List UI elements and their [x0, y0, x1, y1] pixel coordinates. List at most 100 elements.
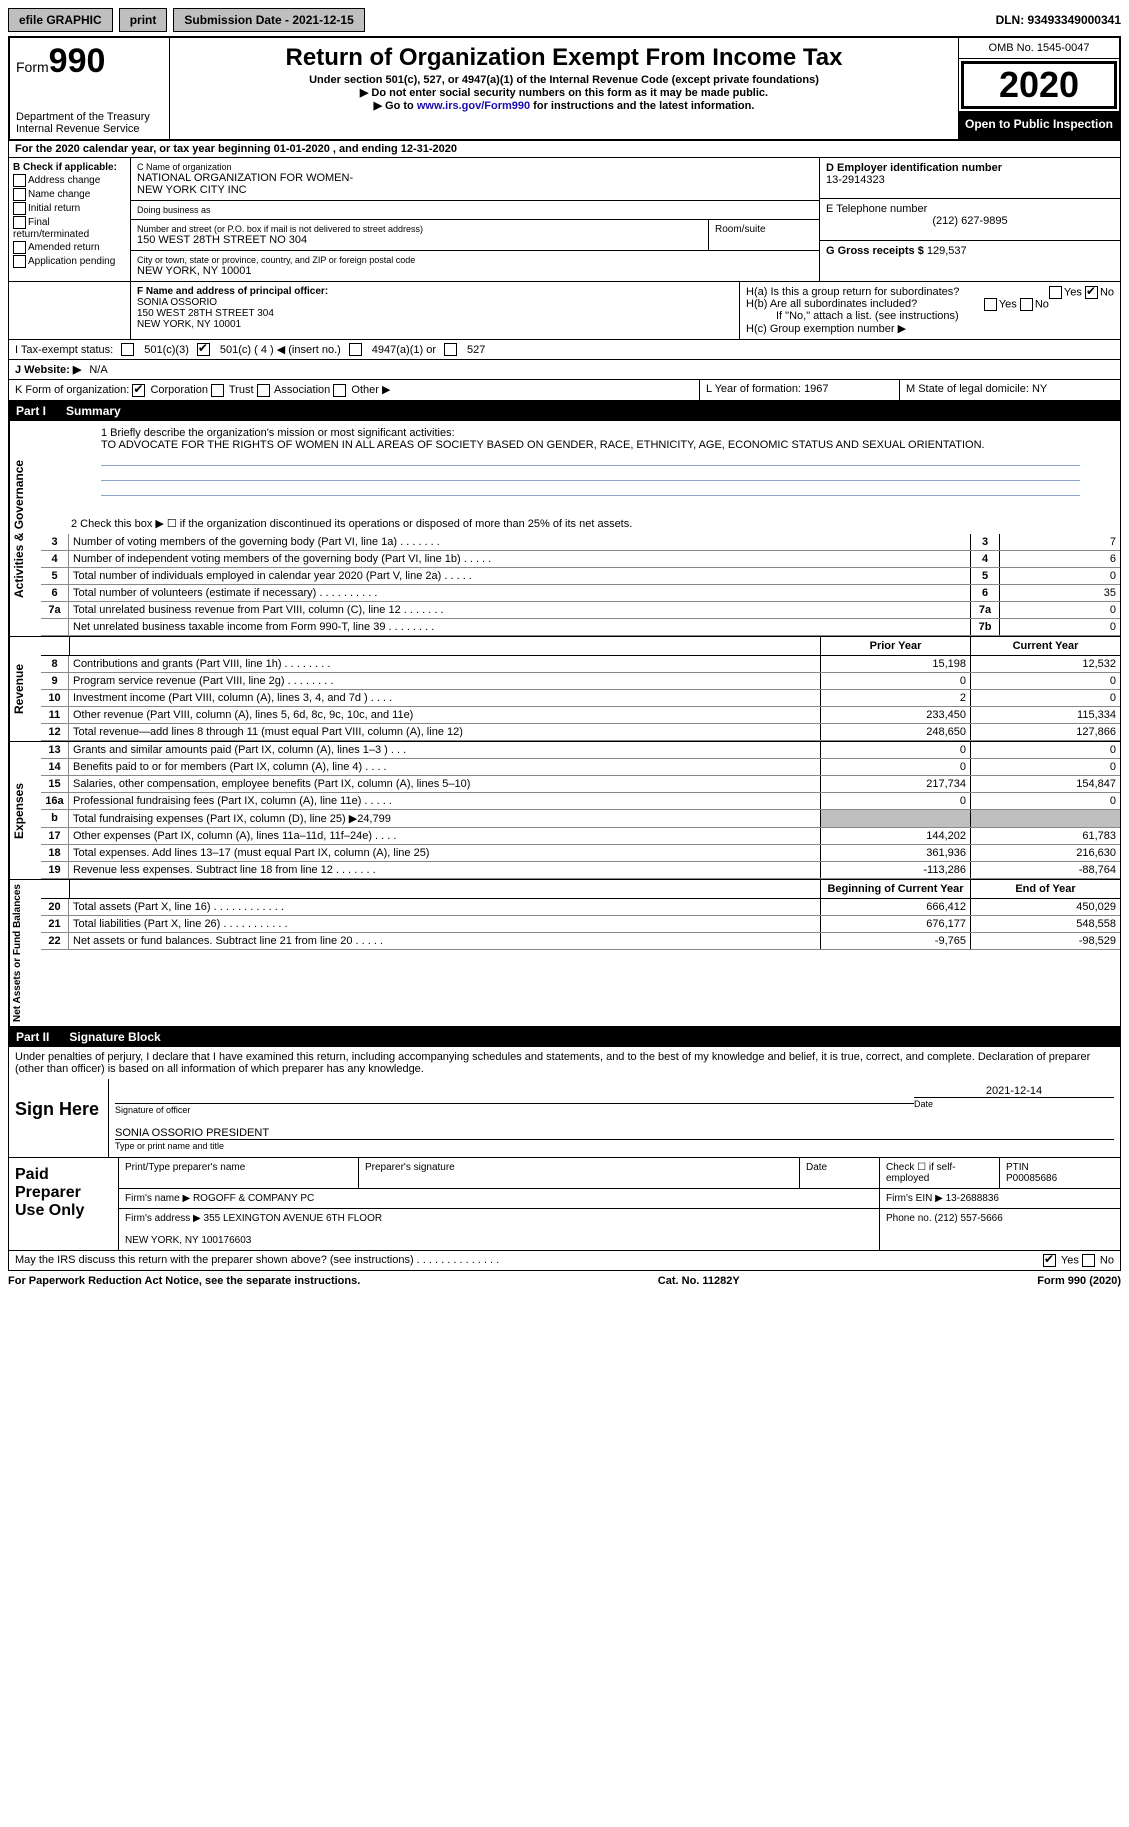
preparer-label: Paid Preparer Use Only	[9, 1158, 119, 1250]
top-bar: efile GRAPHIC print Submission Date - 20…	[8, 8, 1121, 32]
governance-section: Activities & Governance 1 Briefly descri…	[8, 421, 1121, 637]
hdr-begin: Beginning of Current Year	[820, 880, 970, 898]
table-row: 14Benefits paid to or for members (Part …	[41, 759, 1120, 776]
table-row: 7aTotal unrelated business revenue from …	[41, 602, 1120, 619]
hb-note: If "No," attach a list. (see instruction…	[746, 310, 1114, 322]
sign-here-label: Sign Here	[9, 1079, 109, 1157]
prep-h1: Print/Type preparer's name	[119, 1158, 359, 1188]
officer-printed: SONIA OSSORIO PRESIDENT	[115, 1127, 1114, 1139]
table-row: 12Total revenue—add lines 8 through 11 (…	[41, 724, 1120, 741]
fgh-row: F Name and address of principal officer:…	[8, 282, 1121, 340]
info-grid: B Check if applicable: Address change Na…	[8, 158, 1121, 282]
room-label: Room/suite	[709, 220, 819, 250]
netassets-section: Net Assets or Fund Balances Beginning of…	[8, 880, 1121, 1027]
org-name: NATIONAL ORGANIZATION FOR WOMEN- NEW YOR…	[137, 172, 813, 196]
exp-label: Expenses	[9, 742, 41, 879]
ptin: P00085686	[1006, 1173, 1057, 1184]
year-formation: 1967	[804, 383, 828, 395]
hdr-prior: Prior Year	[820, 637, 970, 655]
sig-date: 2021-12-14	[914, 1085, 1114, 1097]
street-address: 150 WEST 28TH STREET NO 304	[137, 234, 702, 246]
expenses-section: Expenses 13Grants and similar amounts pa…	[8, 742, 1121, 880]
hdr-end: End of Year	[970, 880, 1120, 898]
sig-date-label: Date	[914, 1097, 1114, 1109]
part1-name: Summary	[66, 404, 121, 418]
j-label: J Website: ▶	[15, 363, 81, 376]
table-row: 20Total assets (Part X, line 16) . . . .…	[41, 899, 1120, 916]
part1-header: Part I Summary	[8, 401, 1121, 421]
sig-officer-label: Signature of officer	[115, 1103, 914, 1115]
table-row: 18Total expenses. Add lines 13–17 (must …	[41, 845, 1120, 862]
table-row: 15Salaries, other compensation, employee…	[41, 776, 1120, 793]
page-footer: For Paperwork Reduction Act Notice, see …	[8, 1271, 1121, 1291]
dln: DLN: 93493349000341	[996, 13, 1121, 27]
l-label: L Year of formation:	[706, 383, 801, 395]
table-row: 8Contributions and grants (Part VIII, li…	[41, 656, 1120, 673]
gov-label: Activities & Governance	[9, 421, 41, 636]
ha-label: H(a) Is this a group return for subordin…	[746, 286, 959, 298]
prep-h2: Preparer's signature	[359, 1158, 800, 1188]
table-row: Net unrelated business taxable income fr…	[41, 619, 1120, 636]
hdr-current: Current Year	[970, 637, 1120, 655]
print-button[interactable]: print	[119, 8, 168, 32]
form-footer: Form 990 (2020)	[1037, 1275, 1121, 1287]
box-b-label: B Check if applicable:	[13, 162, 126, 173]
table-row: 13Grants and similar amounts paid (Part …	[41, 742, 1120, 759]
gross-receipts: 129,537	[927, 245, 967, 257]
efile-label: efile GRAPHIC	[8, 8, 113, 32]
hc-label: H(c) Group exemption number ▶	[746, 322, 1114, 335]
revenue-section: Revenue Prior YearCurrent Year 8Contribu…	[8, 637, 1121, 742]
ein-label: D Employer identification number	[826, 162, 1114, 174]
line2: 2 Check this box ▶ ☐ if the organization…	[41, 513, 1120, 534]
cat-no: Cat. No. 11282Y	[658, 1275, 740, 1287]
addr-label: Number and street (or P.O. box if mail i…	[137, 224, 702, 234]
pra-notice: For Paperwork Reduction Act Notice, see …	[8, 1275, 360, 1287]
table-row: 9Program service revenue (Part VIII, lin…	[41, 673, 1120, 690]
k-label: K Form of organization:	[15, 384, 129, 396]
phone-label: E Telephone number	[826, 203, 1114, 215]
gross-label: G Gross receipts $	[826, 245, 924, 257]
signature-section: Under penalties of perjury, I declare th…	[8, 1047, 1121, 1251]
part2-name: Signature Block	[69, 1030, 160, 1044]
form-number: 990	[49, 42, 106, 80]
dba-label: Doing business as	[137, 205, 813, 215]
mission-text: TO ADVOCATE FOR THE RIGHTS OF WOMEN IN A…	[101, 439, 1080, 451]
klm-row: K Form of organization: Corporation Trus…	[8, 380, 1121, 401]
table-row: 19Revenue less expenses. Subtract line 1…	[41, 862, 1120, 879]
city-label: City or town, state or province, country…	[137, 255, 813, 265]
period-row: For the 2020 calendar year, or tax year …	[8, 141, 1121, 158]
i-label: I Tax-exempt status:	[15, 344, 113, 356]
table-row: 10Investment income (Part VIII, column (…	[41, 690, 1120, 707]
table-row: 17Other expenses (Part IX, column (A), l…	[41, 828, 1120, 845]
rev-label: Revenue	[9, 637, 41, 741]
printed-name-label: Type or print name and title	[115, 1139, 1114, 1151]
part2-header: Part II Signature Block	[8, 1027, 1121, 1047]
firm-phone-label: Phone no.	[886, 1213, 932, 1224]
table-row: 4Number of independent voting members of…	[41, 551, 1120, 568]
tax-exempt-row: I Tax-exempt status: 501(c)(3) 501(c) ( …	[8, 340, 1121, 360]
city-state-zip: NEW YORK, NY 10001	[137, 265, 813, 277]
table-row: 3Number of voting members of the governi…	[41, 534, 1120, 551]
open-public-label: Open to Public Inspection	[959, 111, 1119, 139]
table-row: 5Total number of individuals employed in…	[41, 568, 1120, 585]
form-subtitle: Under section 501(c), 527, or 4947(a)(1)…	[178, 74, 950, 86]
domicile: NY	[1032, 383, 1047, 395]
tax-year: 2020	[961, 61, 1117, 109]
table-row: 6Total number of volunteers (estimate if…	[41, 585, 1120, 602]
form-header: Form990 Department of the Treasury Inter…	[8, 36, 1121, 141]
org-name-label: C Name of organization	[137, 162, 813, 172]
prep-h4: Check ☐ if self-employed	[880, 1158, 1000, 1188]
hb-label: H(b) Are all subordinates included?	[746, 298, 917, 310]
form-label: Form	[16, 59, 49, 75]
declaration: Under penalties of perjury, I declare th…	[9, 1047, 1120, 1079]
firm-name: ROGOFF & COMPANY PC	[193, 1193, 314, 1204]
ptin-label: PTIN	[1006, 1162, 1029, 1173]
table-row: bTotal fundraising expenses (Part IX, co…	[41, 810, 1120, 828]
ein: 13-2914323	[826, 174, 1114, 186]
prep-h3: Date	[800, 1158, 880, 1188]
phone: (212) 627-9895	[826, 215, 1114, 227]
irs-link[interactable]: www.irs.gov/Form990	[417, 100, 530, 112]
submission-date: Submission Date - 2021-12-15	[173, 8, 364, 32]
firm-ein: 13-2688836	[946, 1193, 999, 1204]
firm-label: Firm's name ▶	[125, 1193, 190, 1204]
